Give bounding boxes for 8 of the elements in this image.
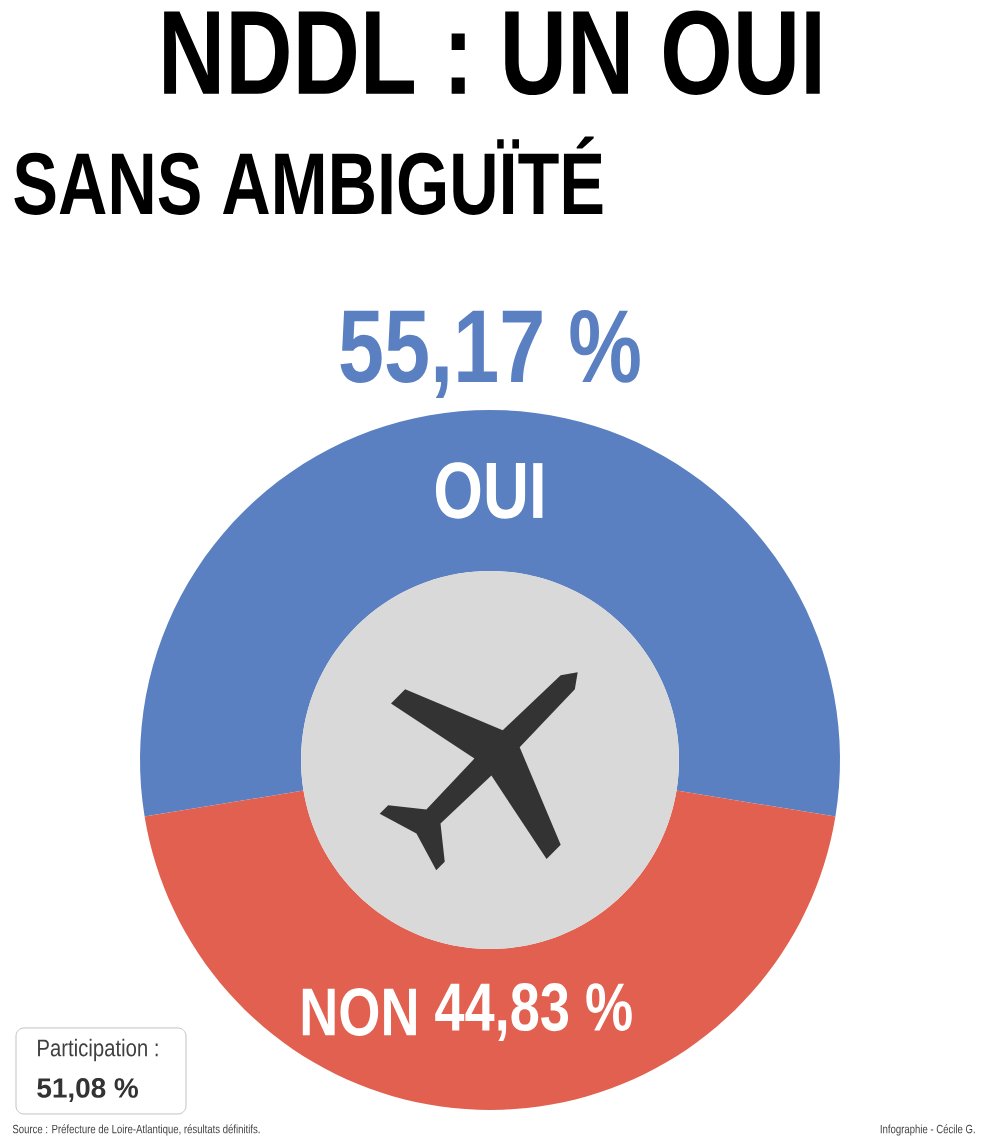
chart-title: NDDL : UN OUI	[164, 10, 820, 96]
text: 51,08 %	[37, 1078, 138, 1102]
text: Participation :	[38, 1038, 158, 1062]
chart-subtitle: SANS AMBIGUÏTÉ	[14, 136, 603, 215]
slice-label: OUI	[435, 462, 543, 519]
data-label: 55,17 %	[340, 309, 640, 399]
data-label: 44,83 %	[435, 983, 632, 1041]
slice-label: NON	[302, 987, 416, 1036]
